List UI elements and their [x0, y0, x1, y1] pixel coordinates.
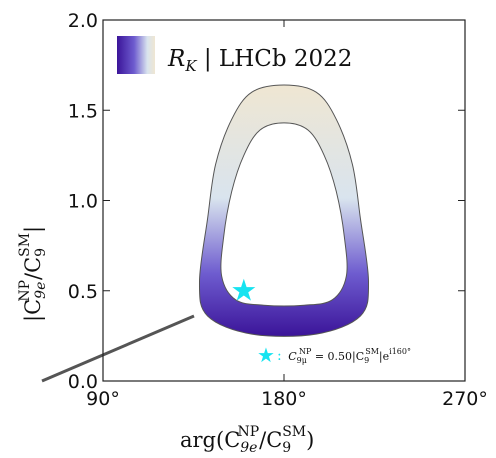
y-tick-label: 0.0 [68, 371, 98, 393]
leader-line [41, 314, 195, 383]
y-tick-label: 1.0 [68, 191, 98, 213]
y-tick-label: 2.0 [68, 10, 98, 32]
x-tick-label: 90° [86, 388, 120, 410]
np-star-marker: ★ [230, 273, 257, 308]
x-tick-label: 180° [261, 388, 307, 410]
annotation-text: : C9μNP = 0.50|C9SM|ei160° [277, 347, 411, 365]
annotation-star-icon: ★ [257, 343, 275, 367]
y-tick-label: 1.5 [68, 100, 98, 122]
legend-swatch [117, 36, 155, 74]
y-axis-label: |C9eNP/C9SM| [17, 226, 49, 322]
x-axis-label: arg(C9eNP/C9SM) [180, 424, 314, 456]
y-tick-label: 0.5 [68, 281, 98, 303]
legend-label: RK | LHCb 2022 [167, 46, 352, 75]
rk-confidence-band [198, 84, 370, 337]
y-ticks: 0.0 0.5 1.0 1.5 2.0 [68, 10, 465, 393]
x-tick-label: 270° [442, 388, 488, 410]
x-ticks: 90° 180° 270° [86, 20, 488, 410]
